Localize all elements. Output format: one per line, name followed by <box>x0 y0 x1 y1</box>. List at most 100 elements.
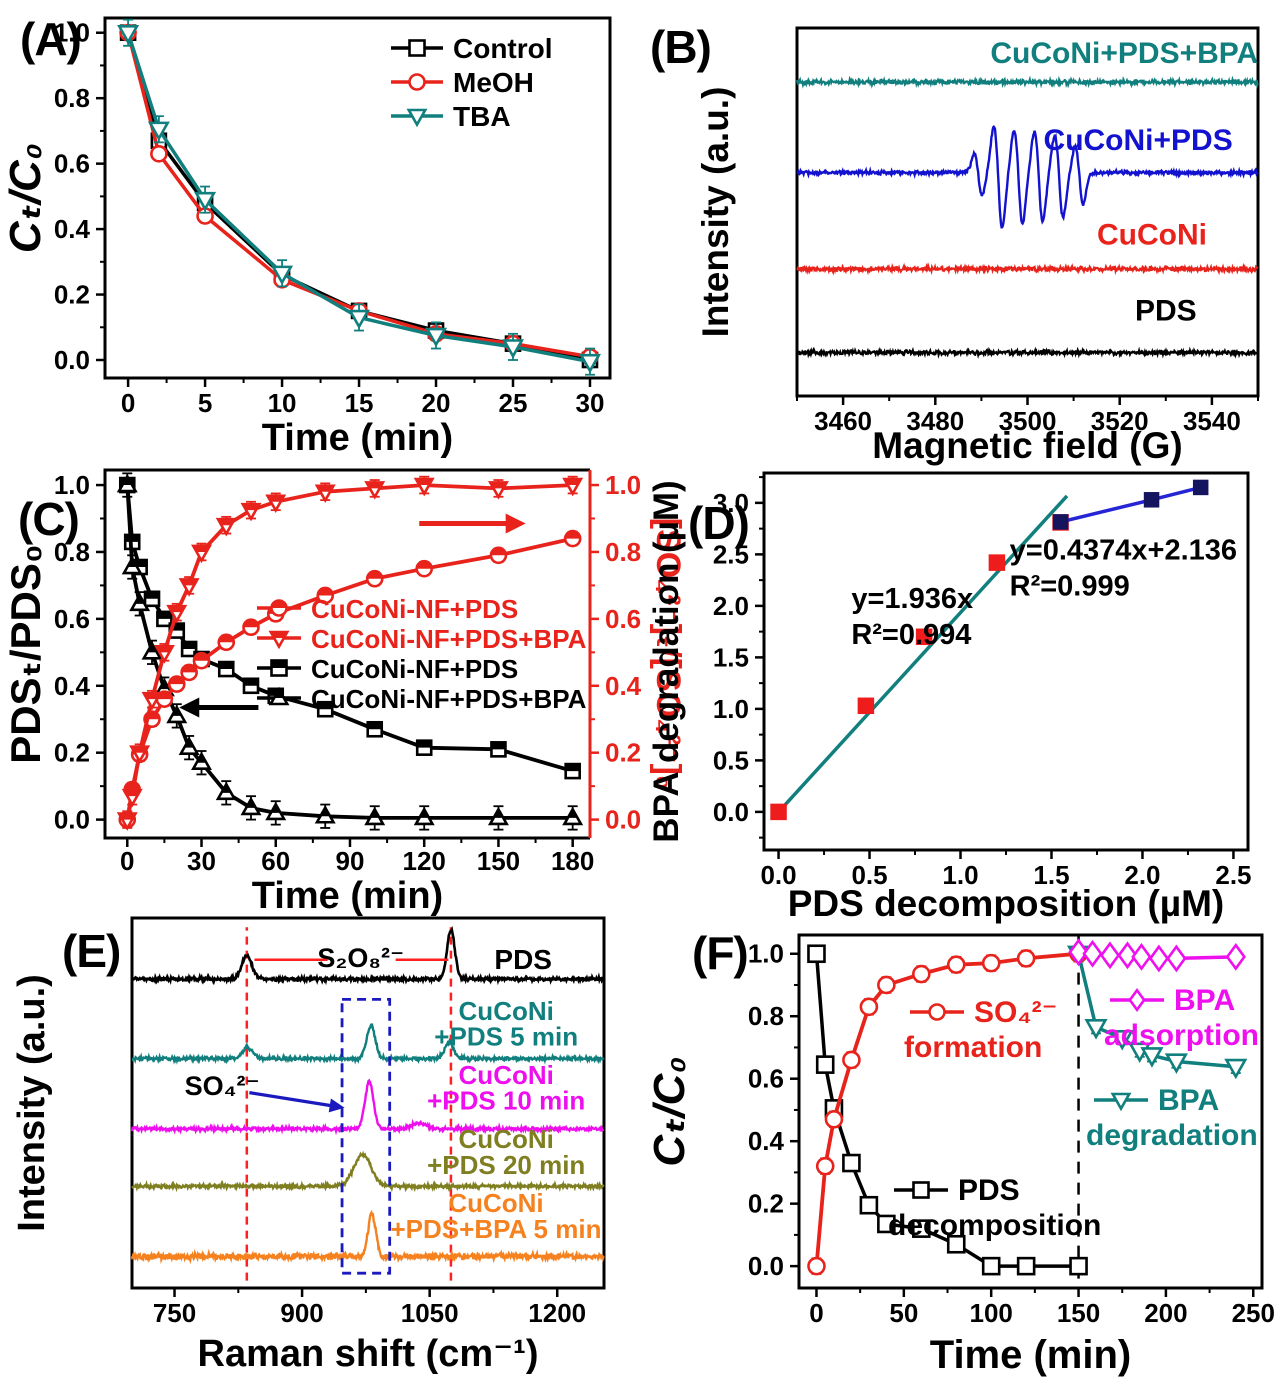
square-marker <box>1192 479 1209 496</box>
arrow-head <box>328 1098 345 1113</box>
annotation-text: CuCoNi+PDS <box>1044 124 1233 157</box>
annotation-text: PDS <box>494 944 552 975</box>
half-marker <box>268 688 284 696</box>
y-axis-label: BPA degradation (µM) <box>647 480 686 842</box>
half-marker <box>273 688 285 698</box>
tri-down-marker <box>1084 1019 1108 1040</box>
x-tick-label: 200 <box>1144 1298 1187 1328</box>
legend-label: BPA <box>1158 1084 1219 1117</box>
y-axis-label: Intensity (a.u.) <box>11 974 53 1232</box>
circle-marker <box>928 1003 946 1021</box>
plot-box <box>797 933 1264 1290</box>
legend-label: CuCoNi-NF+PDS+BPA <box>311 684 587 714</box>
y-tick-label: 0.0 <box>748 1251 784 1281</box>
legend-label: MeOH <box>453 67 534 98</box>
annotation-text: y=1.936x <box>851 583 973 615</box>
y-tick-label: 0.8 <box>748 1001 784 1031</box>
half-marker <box>168 676 185 685</box>
legend-label: PDS <box>958 1174 1020 1207</box>
series-line <box>125 536 574 820</box>
half-marker <box>317 701 333 710</box>
x-tick-label: 90 <box>336 846 365 876</box>
tri-down-marker <box>147 121 170 142</box>
y-tick-label: 1.0 <box>748 939 784 969</box>
y-tick-label: 0.8 <box>54 537 90 567</box>
x-tick-label: 180 <box>551 846 594 876</box>
half-marker <box>195 752 208 763</box>
annotation-text: +PDS 20 min <box>427 1150 585 1180</box>
half-marker <box>416 560 433 569</box>
annotation-text: R²=0.994 <box>851 619 971 651</box>
circle-marker-half <box>181 664 198 673</box>
y-tick-label: 0.4 <box>54 671 91 701</box>
square-marker-half <box>218 661 234 670</box>
square-marker-half <box>181 641 197 649</box>
panel-d-label: (D) <box>688 497 750 549</box>
y-tick-label: 0.2 <box>748 1189 784 1219</box>
arrow-shaft <box>249 1091 333 1108</box>
y-tick-label: 2.0 <box>713 591 749 621</box>
y-tick-label: 1.0 <box>54 18 90 48</box>
y-tick-label: 0.2 <box>54 738 90 768</box>
annotation-text: formation <box>904 1031 1042 1064</box>
tri-down-marker <box>578 353 602 374</box>
annotation-text: CuCoNi <box>459 1060 554 1090</box>
tri-down-marker <box>406 108 428 128</box>
tri-down-marker <box>117 25 140 45</box>
tri-down-marker-half <box>122 789 142 797</box>
half-marker <box>266 495 286 502</box>
tri-up-marker-half <box>121 475 133 486</box>
tri-down-marker-half <box>241 503 261 511</box>
y-tick-label: 0.5 <box>713 745 749 775</box>
diamond-marker <box>1131 942 1152 971</box>
tri-down-marker-half <box>365 481 384 489</box>
y-tick-label: 2.5 <box>713 539 749 569</box>
square-marker-half <box>144 591 160 599</box>
half-marker <box>192 545 211 552</box>
half-marker <box>167 605 187 613</box>
x-tick-label: 0 <box>120 846 134 876</box>
annotation-text: +PDS+BPA 5 min <box>391 1214 602 1244</box>
y-tick-label: 0.6 <box>748 1064 784 1094</box>
panel-c-label: (C) <box>18 493 80 545</box>
circle-marker-half <box>168 676 185 685</box>
x-tick-label: 25 <box>499 388 528 418</box>
half-marker <box>122 789 142 797</box>
annotation-text: CuCoNi <box>459 1124 554 1154</box>
x-axis-label: Raman shift (cm⁻¹) <box>198 1333 539 1375</box>
legend-label: Control <box>453 33 553 64</box>
tri-up-marker-half <box>171 706 183 716</box>
tri-down-marker-half <box>179 578 199 586</box>
tri-up-marker-half <box>220 782 232 793</box>
half-marker <box>489 481 508 489</box>
annotation-text: CuCoNi <box>448 1188 543 1218</box>
x-tick-label: 20 <box>422 388 451 418</box>
tri-up-marker-half <box>319 806 331 817</box>
tri-down-marker <box>1164 1053 1188 1074</box>
tri-down-marker-half <box>489 481 508 489</box>
tri-down-marker-half <box>315 485 335 492</box>
circle-marker-half <box>490 547 507 556</box>
tri-up-marker-half <box>567 808 579 818</box>
x-tick-label: 60 <box>261 846 290 876</box>
y-tick-label: 1.5 <box>713 642 749 672</box>
x-tick-label: 10 <box>268 388 297 418</box>
spectrum-trace <box>130 1209 605 1265</box>
half-marker <box>365 481 384 489</box>
y-tick-label: 0.4 <box>605 671 642 701</box>
tri-up-marker-half <box>418 808 430 818</box>
tri-down-marker-half <box>266 495 286 502</box>
tri-down-marker-half <box>130 746 149 753</box>
series-line <box>126 32 591 364</box>
square-marker-half <box>243 678 259 686</box>
square-marker <box>912 1219 931 1238</box>
square-marker-half <box>156 611 172 619</box>
square-marker-half <box>565 763 581 772</box>
panel-d-chart: y=1.936x R²=0.994 y=0.4374x+2.136 R²=0.999 0… <box>647 471 1252 924</box>
series-line <box>777 494 1069 814</box>
panel-c-chart: CuCoNi-NF+PDSCuCoNi-NF+PDS+BPACuCoNi-NF+… <box>2 468 687 917</box>
half-marker <box>243 678 259 686</box>
x-tick-label: 15 <box>345 388 374 418</box>
square-marker <box>770 803 787 821</box>
half-marker <box>416 740 432 748</box>
